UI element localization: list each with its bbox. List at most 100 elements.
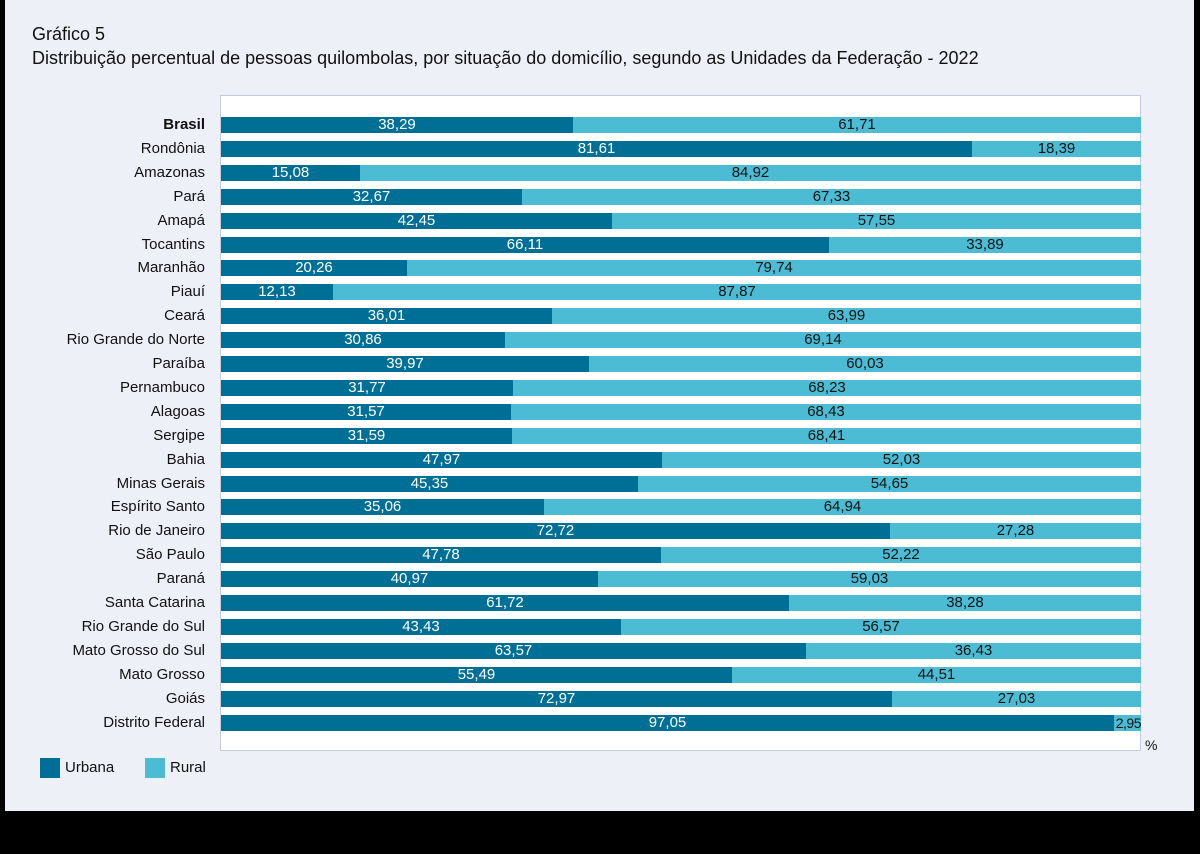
bar-urbana: 47,78 — [221, 547, 661, 563]
bar-urbana: 36,01 — [221, 308, 552, 324]
data-label-rural: 60,03 — [846, 355, 884, 372]
legend-swatch-rural — [145, 758, 165, 778]
data-label-rural: 79,74 — [755, 259, 793, 276]
bar-rural: 61,71 — [573, 117, 1141, 133]
bar-rural: 36,43 — [806, 643, 1141, 659]
data-label-rural: 84,92 — [731, 164, 770, 181]
category-label: Goiás — [165, 690, 205, 707]
bar-rural: 56,57 — [621, 619, 1141, 635]
data-label-urbana: 72,97 — [537, 690, 576, 707]
bar-rural: 59,03 — [598, 571, 1141, 587]
category-label: Rondônia — [140, 140, 205, 157]
data-label-urbana: 81,61 — [577, 140, 616, 157]
data-label-urbana: 31,77 — [348, 379, 386, 396]
data-label-rural: 59,03 — [850, 570, 889, 587]
category-label: Paraíba — [152, 355, 205, 372]
chart-number: Gráfico 5 — [32, 24, 106, 44]
category-label: Rio de Janeiro — [108, 522, 205, 539]
bar-rural: 33,89 — [829, 237, 1141, 253]
category-label: Alagoas — [150, 403, 205, 420]
chart-title: Distribuição percentual de pessoas quilo… — [32, 48, 979, 68]
data-label-urbana: 72,72 — [536, 522, 575, 539]
bar-urbana: 45,35 — [221, 476, 638, 492]
data-label-rural: 27,28 — [996, 522, 1035, 539]
data-label-rural: 87,87 — [718, 283, 756, 300]
data-label-rural: 64,94 — [823, 498, 862, 515]
bar-rural: 69,14 — [505, 332, 1141, 348]
data-label-urbana: 38,29 — [378, 116, 416, 133]
legend-swatch-urbana — [40, 758, 60, 778]
bar-rural: 60,03 — [589, 356, 1141, 372]
category-label: Amazonas — [134, 164, 205, 181]
bar-urbana: 55,49 — [221, 667, 732, 683]
bar-urbana: 20,26 — [221, 260, 407, 276]
data-label-rural: 44,51 — [917, 666, 956, 683]
bar-rural: 84,92 — [360, 165, 1141, 181]
category-label: Maranhão — [137, 259, 205, 276]
category-label: Piauí — [170, 283, 205, 300]
data-label-rural: 18,39 — [1037, 140, 1076, 157]
category-label: Amapá — [157, 212, 205, 229]
bar-rural: 79,74 — [407, 260, 1141, 276]
data-label-urbana: 42,45 — [397, 212, 436, 229]
category-label: Mato Grosso — [119, 666, 205, 683]
bar-urbana: 12,13 — [221, 284, 333, 300]
bar-urbana: 38,29 — [221, 117, 573, 133]
category-label: Brasil — [163, 116, 205, 133]
category-label: Pernambuco — [119, 379, 205, 396]
category-label: Distrito Federal — [103, 714, 205, 731]
data-label-urbana: 35,06 — [363, 498, 402, 515]
data-label-urbana: 32,67 — [352, 188, 391, 205]
data-label-urbana: 97,05 — [648, 714, 687, 731]
bar-rural: 67,33 — [522, 189, 1141, 205]
data-label-urbana: 45,35 — [410, 475, 449, 492]
category-label: São Paulo — [135, 546, 205, 563]
bar-rural: 68,41 — [512, 428, 1141, 444]
category-label: Rio Grande do Sul — [81, 618, 205, 635]
legend-label-urbana: Urbana — [65, 759, 115, 776]
bar-rural: 63,99 — [552, 308, 1141, 324]
bar-urbana: 43,43 — [221, 619, 621, 635]
bar-urbana: 66,11 — [221, 237, 829, 253]
data-label-rural: 57,55 — [857, 212, 896, 229]
data-label-urbana: 47,97 — [422, 451, 461, 468]
data-label-rural: 54,65 — [870, 475, 909, 492]
data-label-rural: 52,03 — [882, 451, 921, 468]
category-label: Sergipe — [153, 427, 205, 444]
bar-rural: 38,28 — [789, 595, 1141, 611]
data-label-rural: 36,43 — [954, 642, 993, 659]
bar-area: 38,29 61,71 81,61 18,39 15,08 84,92 32,67 67,33… — [221, 0, 1142, 760]
data-label-rural: 27,03 — [997, 690, 1036, 707]
data-label-urbana: 20,26 — [295, 259, 333, 276]
bar-urbana: 47,97 — [221, 452, 662, 468]
category-label: Paraná — [156, 570, 205, 587]
bar-rural: 2,95 — [1114, 715, 1142, 731]
bar-urbana: 31,77 — [221, 380, 513, 396]
data-label-urbana: 31,57 — [347, 403, 385, 420]
bar-urbana: 97,05 — [221, 715, 1114, 731]
category-label: Ceará — [164, 307, 205, 324]
data-label-rural: 67,33 — [812, 188, 851, 205]
data-label-rural: 2,95 — [1115, 715, 1142, 731]
legend-label-rural: Rural — [170, 759, 206, 776]
data-label-urbana: 31,59 — [347, 427, 386, 444]
bar-urbana: 32,67 — [221, 189, 522, 205]
data-label-urbana: 15,08 — [271, 164, 310, 181]
data-label-rural: 52,22 — [882, 546, 920, 563]
data-label-urbana: 47,78 — [422, 546, 460, 563]
bar-rural: 57,55 — [612, 213, 1141, 229]
bar-rural: 27,03 — [892, 691, 1141, 707]
data-label-rural: 61,71 — [838, 116, 876, 133]
data-label-rural: 69,14 — [804, 331, 842, 348]
bar-rural: 87,87 — [333, 284, 1141, 300]
bar-urbana: 31,57 — [221, 404, 511, 420]
bar-rural: 68,43 — [511, 404, 1141, 420]
bar-rural: 64,94 — [544, 499, 1141, 515]
bar-urbana: 39,97 — [221, 356, 589, 372]
category-label: Bahia — [166, 451, 205, 468]
bar-rural: 52,03 — [662, 452, 1141, 468]
data-label-rural: 68,41 — [807, 427, 846, 444]
data-label-rural: 68,23 — [808, 379, 846, 396]
data-label-urbana: 43,43 — [402, 618, 440, 635]
data-label-urbana: 40,97 — [390, 570, 429, 587]
